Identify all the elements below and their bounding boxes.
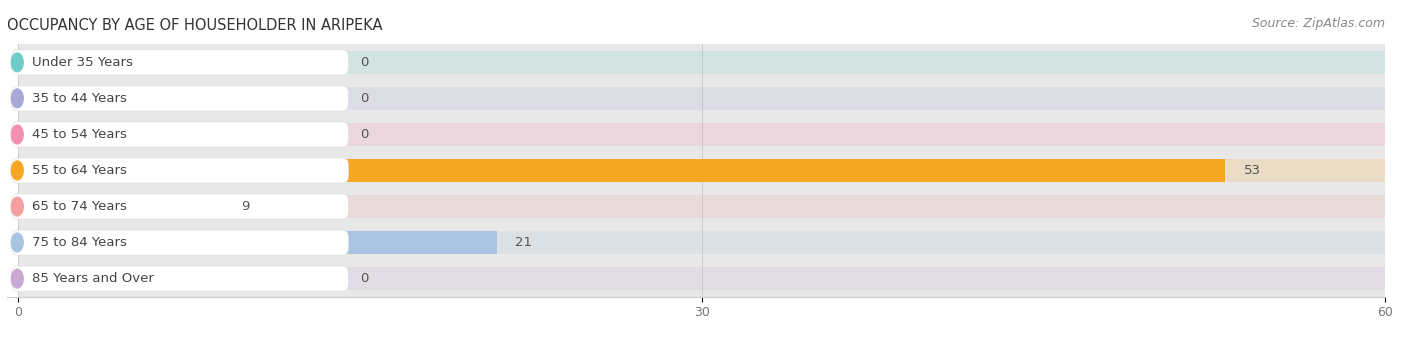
Circle shape xyxy=(11,53,24,72)
Text: 53: 53 xyxy=(1244,164,1261,177)
Bar xyxy=(18,195,224,218)
Bar xyxy=(18,152,1385,189)
Text: 65 to 74 Years: 65 to 74 Years xyxy=(32,200,127,213)
FancyBboxPatch shape xyxy=(11,158,349,183)
Circle shape xyxy=(11,161,24,180)
Bar xyxy=(18,189,1385,225)
Bar xyxy=(18,267,1385,290)
Bar xyxy=(18,225,1385,261)
Bar xyxy=(18,51,1385,74)
Text: 85 Years and Over: 85 Years and Over xyxy=(32,272,155,285)
Bar xyxy=(18,232,496,254)
Circle shape xyxy=(11,197,24,216)
FancyBboxPatch shape xyxy=(11,230,349,255)
FancyBboxPatch shape xyxy=(11,194,349,219)
Text: 9: 9 xyxy=(242,200,250,213)
Text: Source: ZipAtlas.com: Source: ZipAtlas.com xyxy=(1251,17,1385,30)
Bar xyxy=(18,44,1385,80)
Text: OCCUPANCY BY AGE OF HOUSEHOLDER IN ARIPEKA: OCCUPANCY BY AGE OF HOUSEHOLDER IN ARIPE… xyxy=(7,18,382,33)
Circle shape xyxy=(11,125,24,144)
Circle shape xyxy=(11,233,24,252)
Bar xyxy=(18,159,1385,182)
FancyBboxPatch shape xyxy=(11,266,349,291)
Bar xyxy=(18,195,1385,218)
Text: 0: 0 xyxy=(360,92,368,105)
Circle shape xyxy=(11,269,24,288)
Text: 75 to 84 Years: 75 to 84 Years xyxy=(32,236,127,249)
Text: 0: 0 xyxy=(360,272,368,285)
Text: 55 to 64 Years: 55 to 64 Years xyxy=(32,164,127,177)
Text: 0: 0 xyxy=(360,128,368,141)
Text: 45 to 54 Years: 45 to 54 Years xyxy=(32,128,127,141)
Bar xyxy=(18,87,1385,109)
Bar xyxy=(18,80,1385,116)
Text: Under 35 Years: Under 35 Years xyxy=(32,56,134,69)
Bar xyxy=(18,261,1385,297)
Text: 0: 0 xyxy=(360,56,368,69)
FancyBboxPatch shape xyxy=(11,86,349,111)
Bar xyxy=(18,159,1226,182)
Circle shape xyxy=(11,89,24,108)
FancyBboxPatch shape xyxy=(11,50,349,75)
Text: 35 to 44 Years: 35 to 44 Years xyxy=(32,92,127,105)
Bar xyxy=(18,123,1385,146)
FancyBboxPatch shape xyxy=(11,122,349,147)
Bar xyxy=(18,232,1385,254)
Bar xyxy=(18,116,1385,152)
Text: 21: 21 xyxy=(515,236,531,249)
